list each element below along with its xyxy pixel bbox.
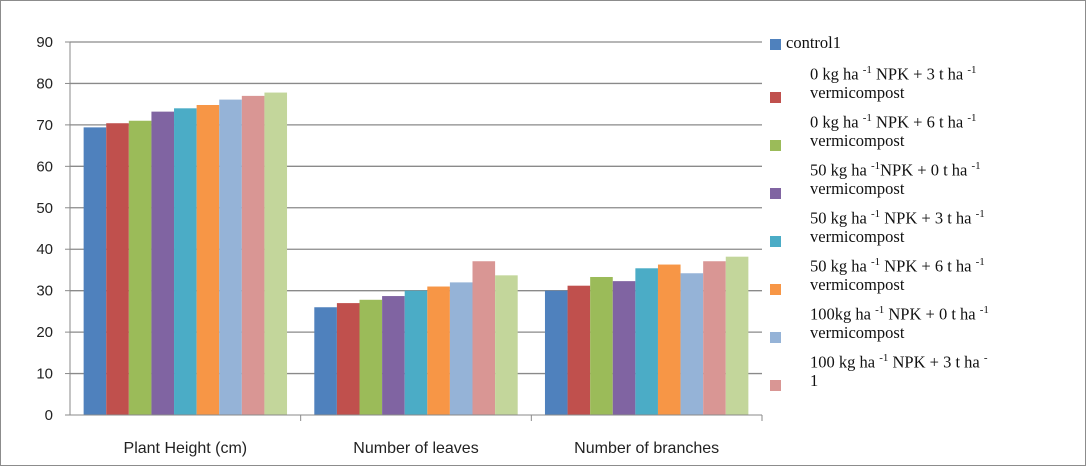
legend-label-line1: 0 kg ha -1 NPK + 6 t ha -1 xyxy=(810,112,977,132)
legend-label-line1: 50 kg ha -1 NPK + 3 t ha -1 xyxy=(810,208,985,228)
bars xyxy=(83,92,749,416)
bar xyxy=(544,290,568,415)
bar xyxy=(196,104,220,416)
legend-swatch xyxy=(770,380,781,391)
bar xyxy=(241,95,265,415)
legend-swatch xyxy=(770,236,781,247)
y-tick-label: 50 xyxy=(36,200,53,217)
legend-label-line1: 50 kg ha -1 NPK + 6 t ha -1 xyxy=(810,256,985,276)
bar xyxy=(336,303,360,415)
bar xyxy=(725,256,749,415)
legend-item: 50 kg ha -1 NPK + 6 t ha -1 vermicompost xyxy=(767,256,1083,303)
bar xyxy=(219,99,242,415)
legend-label-line2: vermicompost xyxy=(810,322,905,342)
y-tick-label: 40 xyxy=(36,241,53,258)
y-tick-label: 10 xyxy=(36,366,53,383)
bar xyxy=(359,299,383,415)
bar xyxy=(472,261,496,415)
legend-label-line1: 50 kg ha -1NPK + 0 t ha -1 xyxy=(810,160,981,180)
bar xyxy=(495,275,518,415)
legend-swatch xyxy=(770,284,781,295)
y-tick-label: 70 xyxy=(36,117,53,134)
legend-label-line2: 1 xyxy=(810,370,819,390)
legend-swatch xyxy=(770,39,781,50)
legend-item: 0 kg ha -1 NPK + 3 t ha -1 vermicompost xyxy=(767,64,1083,111)
bar xyxy=(703,261,726,415)
legend-item: 100 kg ha -1 NPK + 3 t ha -1 xyxy=(767,352,1083,399)
bar xyxy=(567,285,591,415)
legend-item: 100kg ha -1 NPK + 0 t ha -1 vermicompost xyxy=(767,304,1083,351)
legend: control1 0 kg ha -1 NPK + 3 t ha -1 vermic… xyxy=(767,33,1083,399)
legend-label: 0 kg ha -1 NPK + 6 t ha -1 vermicompost xyxy=(810,112,977,151)
legend-label-line1: control1 xyxy=(786,33,841,52)
legend-label: control1 xyxy=(786,33,841,53)
y-tick-label: 30 xyxy=(36,283,53,300)
legend-label: 0 kg ha -1 NPK + 3 t ha -1 vermicompost xyxy=(810,64,977,103)
bar xyxy=(264,92,288,415)
legend-swatch xyxy=(770,92,781,103)
bar xyxy=(427,286,450,415)
legend-label: 100kg ha -1 NPK + 0 t ha -1 vermicompost xyxy=(810,304,989,343)
legend-label-line2: vermicompost xyxy=(810,274,905,294)
y-tick-label: 20 xyxy=(36,324,53,341)
y-tick-label: 90 xyxy=(36,34,53,51)
bar xyxy=(680,273,704,415)
bar xyxy=(590,276,613,415)
legend-label: 50 kg ha -1NPK + 0 t ha -1 vermicompost xyxy=(810,160,981,199)
legend-label-line2: vermicompost xyxy=(810,226,905,246)
bar xyxy=(106,123,129,415)
legend-item: control1 xyxy=(767,33,1083,63)
legend-label: 100 kg ha -1 NPK + 3 t ha -1 xyxy=(810,352,988,391)
bar xyxy=(151,111,175,416)
legend-swatch xyxy=(770,188,781,199)
legend-item: 50 kg ha -1NPK + 0 t ha -1 vermicompost xyxy=(767,160,1083,207)
y-tick-label: 0 xyxy=(45,407,53,424)
legend-label-line2: vermicompost xyxy=(810,130,905,150)
legend-label-line1: 100kg ha -1 NPK + 0 t ha -1 xyxy=(810,304,989,324)
legend-swatch xyxy=(770,332,781,343)
bar xyxy=(174,108,197,416)
legend-swatch xyxy=(770,140,781,151)
bar xyxy=(83,127,107,416)
x-category-label: Number of branches xyxy=(574,440,719,457)
bar xyxy=(449,282,473,415)
legend-label: 50 kg ha -1 NPK + 6 t ha -1 vermicompost xyxy=(810,256,985,295)
legend-item: 0 kg ha -1 NPK + 6 t ha -1 vermicompost xyxy=(767,112,1083,159)
legend-label-line2: vermicompost xyxy=(810,82,905,102)
bar xyxy=(635,268,658,415)
bar xyxy=(404,290,428,415)
legend-item: 50 kg ha -1 NPK + 3 t ha -1 vermicompost xyxy=(767,208,1083,255)
x-category-label: Number of leaves xyxy=(353,440,478,457)
x-category-label: Plant Height (cm) xyxy=(124,440,248,457)
bar xyxy=(657,264,681,415)
bar xyxy=(382,296,405,415)
bar xyxy=(612,281,636,415)
bar xyxy=(314,307,337,415)
y-tick-label: 80 xyxy=(36,75,53,92)
legend-label-line1: 100 kg ha -1 NPK + 3 t ha - xyxy=(810,352,988,372)
axes: 0 10 20 30 40 50 60 70 80 90 Plant Height (cm) Numb… xyxy=(36,34,763,457)
legend-label: 50 kg ha -1 NPK + 3 t ha -1 vermicompost xyxy=(810,208,985,247)
bar xyxy=(128,120,152,415)
y-tick-label: 60 xyxy=(36,158,53,175)
legend-label-line1: 0 kg ha -1 NPK + 3 t ha -1 xyxy=(810,64,977,84)
legend-label-line2: vermicompost xyxy=(810,178,905,198)
